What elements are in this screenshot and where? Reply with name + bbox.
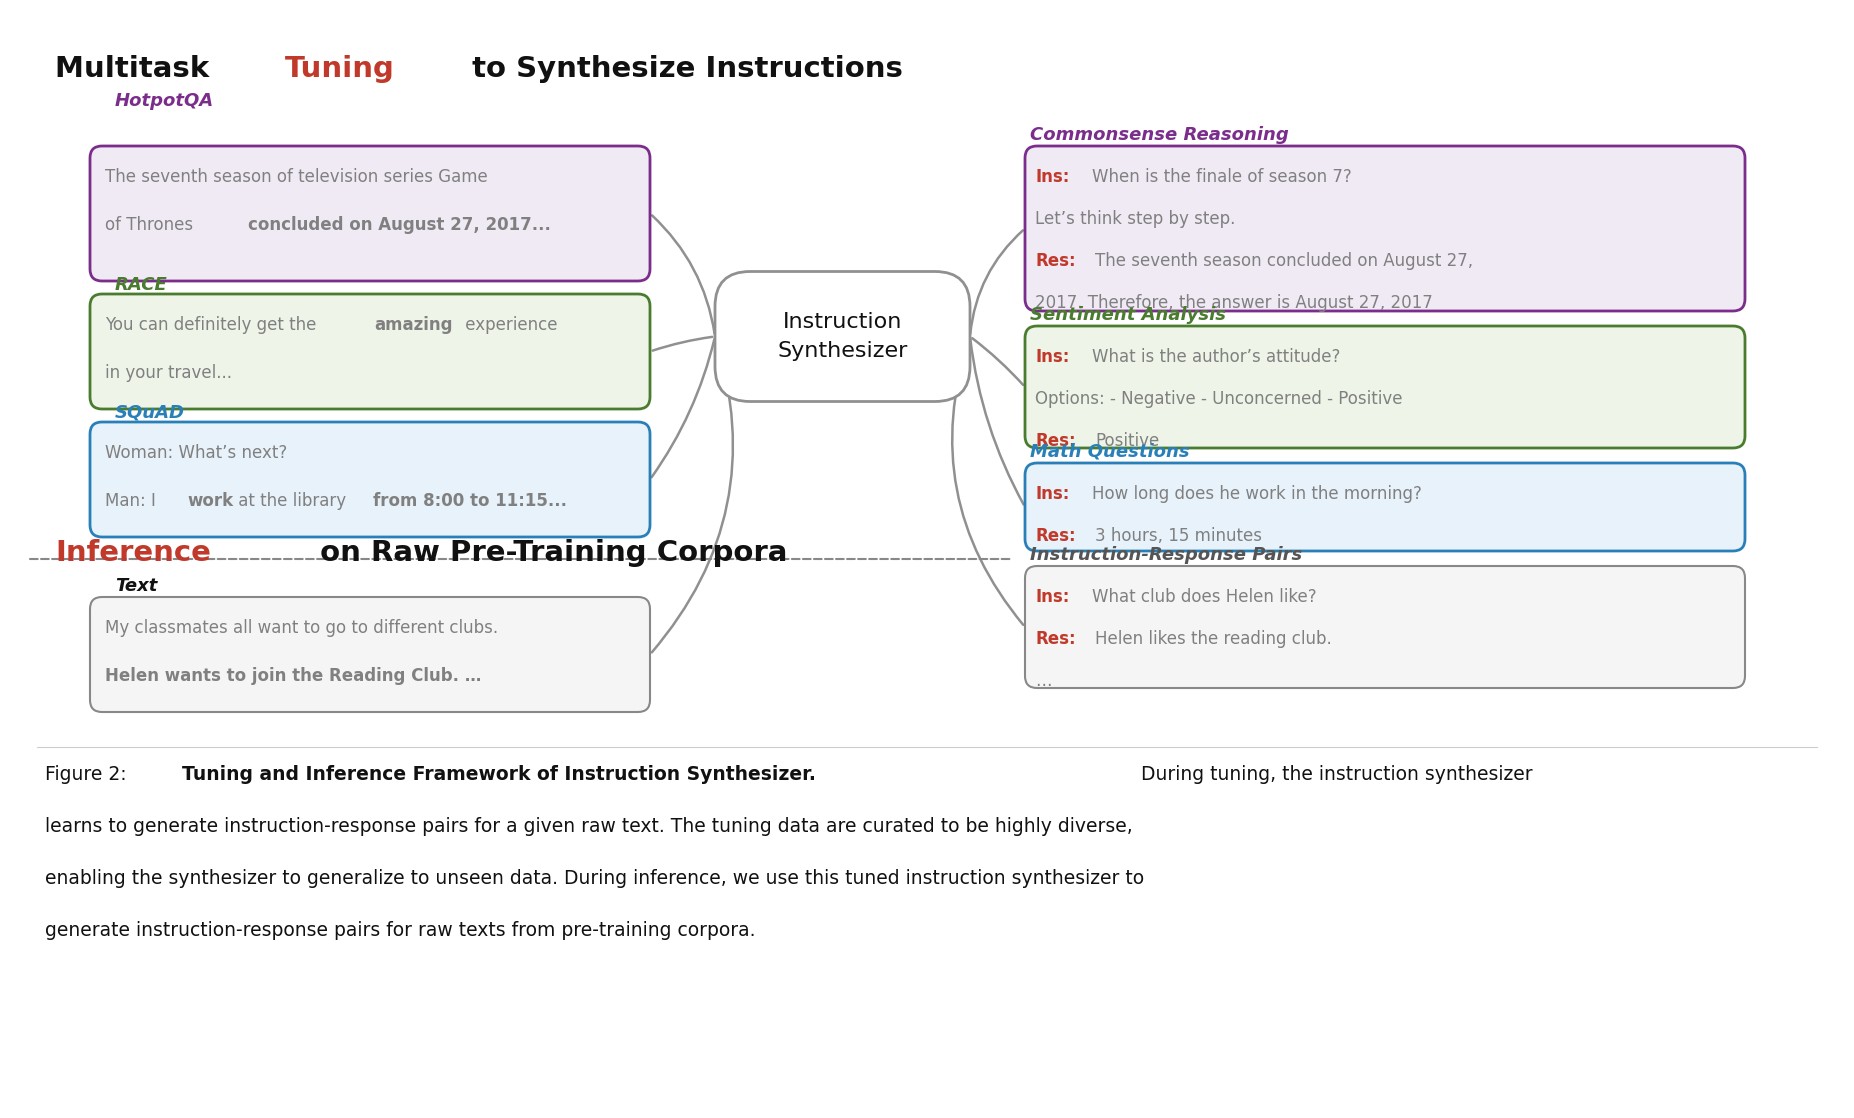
Text: Text: Text [115,577,158,595]
Text: Ins:: Ins: [1035,348,1070,366]
FancyArrowPatch shape [971,338,1023,385]
FancyBboxPatch shape [91,146,651,281]
Text: concluded on August 27, 2017...: concluded on August 27, 2017... [248,216,551,234]
Text: Ins:: Ins: [1035,485,1070,503]
Text: Res:: Res: [1035,527,1075,544]
Text: RACE: RACE [115,276,167,294]
Text: to Synthesize Instructions: to Synthesize Instructions [462,55,903,83]
Text: Tuning: Tuning [286,55,395,83]
Text: When is the finale of season 7?: When is the finale of season 7? [1092,168,1352,186]
Text: The seventh season concluded on August 27,: The seventh season concluded on August 2… [1096,252,1474,271]
FancyBboxPatch shape [91,294,651,409]
FancyBboxPatch shape [1025,326,1745,448]
Text: 2017. Therefore, the answer is August 27, 2017: 2017. Therefore, the answer is August 27… [1035,294,1433,312]
Text: Inference: Inference [56,539,211,567]
Text: What club does Helen like?: What club does Helen like? [1092,588,1316,606]
FancyBboxPatch shape [91,421,651,537]
FancyBboxPatch shape [1025,146,1745,311]
FancyBboxPatch shape [716,272,970,401]
Text: SQuAD: SQuAD [115,404,185,421]
FancyArrowPatch shape [651,339,714,477]
Text: enabling the synthesizer to generalize to unseen data. During inference, we use : enabling the synthesizer to generalize t… [44,869,1144,888]
FancyBboxPatch shape [1025,463,1745,551]
Text: from 8:00 to 11:15...: from 8:00 to 11:15... [373,492,567,510]
Text: Options: - Negative - Unconcerned - Positive: Options: - Negative - Unconcerned - Posi… [1035,390,1402,408]
FancyArrowPatch shape [953,339,1023,625]
Text: Helen wants to join the Reading Club. …: Helen wants to join the Reading Club. … [106,667,482,685]
Text: Math Questions: Math Questions [1031,443,1190,461]
Text: You can definitely get the: You can definitely get the [106,316,321,334]
Text: Man: I: Man: I [106,492,161,510]
Text: Multitask: Multitask [56,55,219,83]
Text: generate instruction-response pairs for raw texts from pre-training corpora.: generate instruction-response pairs for … [44,921,755,940]
Text: Let’s think step by step.: Let’s think step by step. [1035,210,1235,228]
Text: on Raw Pre-Training Corpora: on Raw Pre-Training Corpora [310,539,788,567]
Text: experience: experience [460,316,558,334]
Text: Figure 2:: Figure 2: [44,765,126,784]
FancyBboxPatch shape [91,597,651,712]
Text: Res:: Res: [1035,252,1075,271]
Text: Commonsense Reasoning: Commonsense Reasoning [1031,126,1289,144]
Text: What is the author’s attitude?: What is the author’s attitude? [1092,348,1340,366]
Text: HotpotQA: HotpotQA [115,92,213,110]
FancyArrowPatch shape [970,230,1023,334]
Text: Tuning and Inference Framework of Instruction Synthesizer.: Tuning and Inference Framework of Instru… [182,765,816,784]
Text: Res:: Res: [1035,631,1075,648]
Text: Ins:: Ins: [1035,588,1070,606]
Text: of Thrones: of Thrones [106,216,198,234]
Text: 3 hours, 15 minutes: 3 hours, 15 minutes [1096,527,1263,544]
Text: in your travel...: in your travel... [106,364,232,382]
Text: Sentiment Analysis: Sentiment Analysis [1031,306,1225,324]
Text: Woman: What’s next?: Woman: What’s next? [106,444,287,462]
Text: Instruction-Response Pairs: Instruction-Response Pairs [1031,546,1302,563]
Text: Res:: Res: [1035,432,1075,451]
FancyArrowPatch shape [653,337,712,351]
Text: During tuning, the instruction synthesizer: During tuning, the instruction synthesiz… [1135,765,1533,784]
Text: The seventh season of television series Game: The seventh season of television series … [106,168,488,186]
FancyArrowPatch shape [970,339,1023,504]
Text: learns to generate instruction-response pairs for a given raw text. The tuning d: learns to generate instruction-response … [44,817,1133,836]
Text: My classmates all want to go to different clubs.: My classmates all want to go to differen… [106,619,499,637]
FancyArrowPatch shape [653,339,732,653]
Text: Helen likes the reading club.: Helen likes the reading club. [1096,631,1331,648]
FancyArrowPatch shape [653,216,714,334]
Text: How long does he work in the morning?: How long does he work in the morning? [1092,485,1422,503]
FancyBboxPatch shape [1025,566,1745,688]
Text: at the library: at the library [234,492,352,510]
Text: …: … [1035,672,1051,690]
Text: Positive: Positive [1096,432,1159,451]
Text: work: work [187,492,234,510]
Text: Ins:: Ins: [1035,168,1070,186]
Text: Instruction
Synthesizer: Instruction Synthesizer [777,312,908,361]
Text: amazing: amazing [375,316,452,334]
